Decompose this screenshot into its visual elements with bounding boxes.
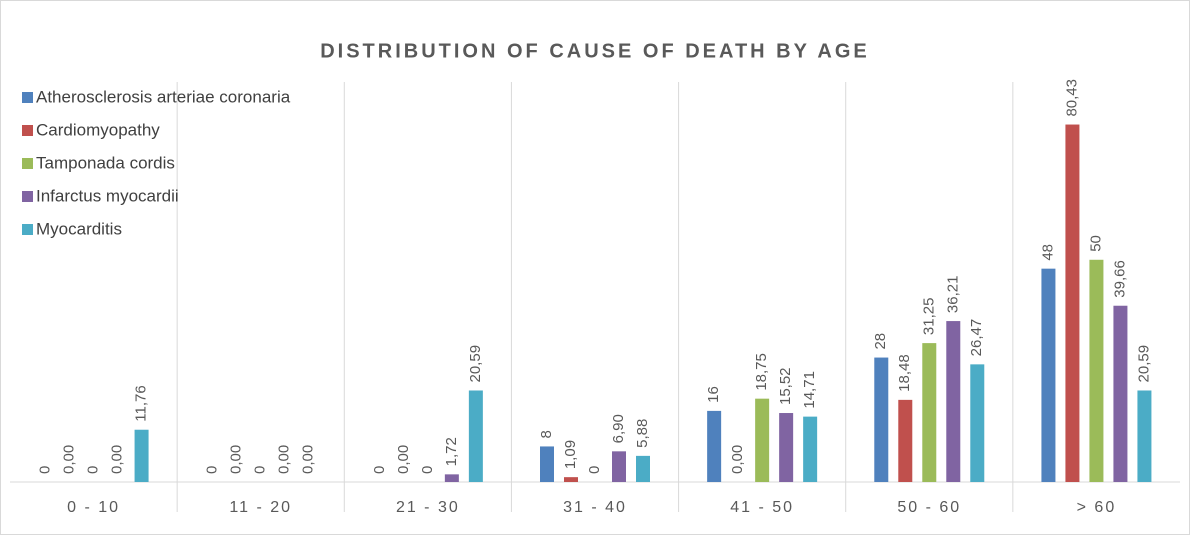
value-label: 50 [1087,235,1104,252]
bar [540,446,554,482]
value-label: 11,76 [133,385,150,421]
legend-label: Cardiomyopathy [36,120,160,139]
value-label: 5,88 [634,419,651,448]
value-label: 18,75 [753,353,770,391]
value-label: 36,21 [944,276,961,314]
bar [922,343,937,482]
bar [803,416,818,482]
value-label: 80,43 [1063,79,1080,117]
value-label: 26,47 [968,319,985,357]
bar [946,321,961,482]
value-label: 14,71 [801,371,818,409]
value-label: 0,00 [300,445,317,474]
legend-swatch [22,125,33,136]
bar [755,398,770,482]
bar [564,477,578,482]
legend-swatch [22,158,33,169]
legend-label: Myocarditis [36,219,122,238]
bar [707,410,722,482]
bar [779,413,794,482]
value-label: 0 [37,466,54,474]
value-label: 1,09 [562,440,579,469]
x-tick-label: 41 - 50 [730,499,794,516]
bar [898,399,913,482]
legend-label: Infarctus myocardii [36,186,179,205]
value-label: 0 [371,466,388,474]
x-tick-label: 21 - 30 [396,499,460,516]
bar [134,429,149,482]
value-label: 0,00 [276,445,293,474]
value-label: 20,59 [1135,345,1152,383]
chart-title: DISTRIBUTION OF CAUSE OF DEATH BY AGE [320,40,870,62]
value-label: 0 [586,466,603,474]
value-label: 8 [538,430,555,438]
x-tick-label: 11 - 20 [229,499,292,516]
bar [970,364,985,482]
value-label: 28 [872,333,889,350]
value-label: 1,72 [443,437,460,466]
value-label: 15,52 [777,367,794,405]
bar [1065,124,1080,483]
x-tick-label: 0 - 10 [67,499,120,516]
value-label: 16 [705,386,722,403]
legend-swatch [22,191,33,202]
x-tick-label: 50 - 60 [897,499,961,516]
value-label: 6,90 [610,414,627,443]
value-label: 0,00 [395,445,412,474]
bar [1113,305,1128,482]
bar [636,455,650,482]
value-label: 20,59 [467,345,484,383]
value-label: 0 [419,466,436,474]
bar [1089,259,1104,482]
bar [444,474,459,482]
x-tick-label: > 60 [1077,499,1117,516]
x-tick-label: 31 - 40 [563,499,627,516]
value-label: 39,66 [1111,260,1128,298]
value-label: 0 [85,466,102,474]
legend-label: Atherosclerosis arteriae coronaria [36,87,291,106]
legend-swatch [22,224,33,235]
bar [612,451,626,482]
value-label: 0,00 [729,445,746,474]
value-label: 0,00 [109,445,126,474]
value-label: 31,25 [920,298,937,336]
bar [1137,390,1152,482]
value-label: 0 [252,466,269,474]
bar [468,390,483,482]
value-label: 18,48 [896,354,913,392]
value-label: 0,00 [228,445,245,474]
legend-label: Tamponada cordis [36,153,175,172]
bar [874,357,889,482]
value-label: 0 [204,466,221,474]
value-label: 0,00 [61,445,78,474]
legend-swatch [22,92,33,103]
bar [1041,268,1056,482]
value-label: 48 [1039,244,1056,261]
